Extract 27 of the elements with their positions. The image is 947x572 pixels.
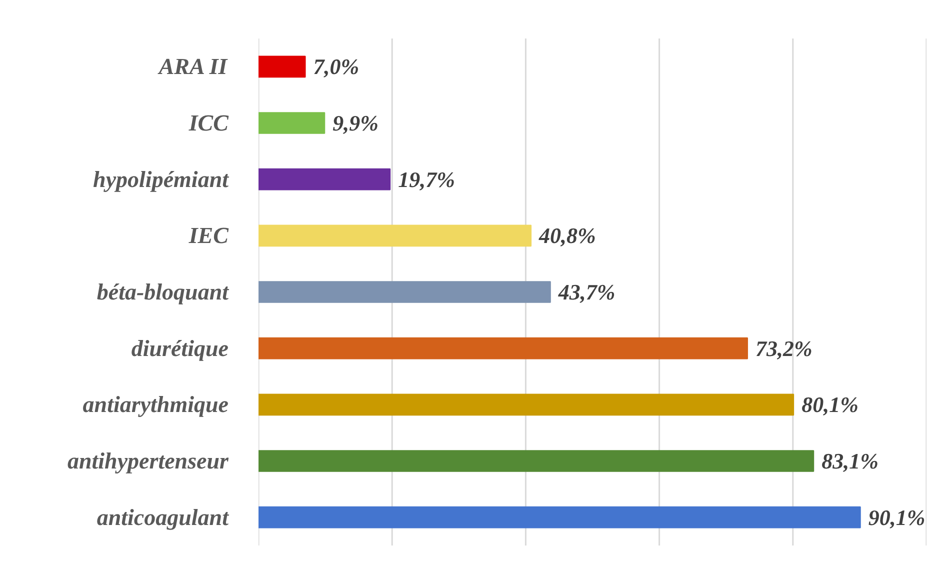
- bar: [258, 450, 814, 472]
- data-label: 90,1%: [868, 504, 926, 530]
- y-tick-label: antiarythmique: [82, 392, 229, 418]
- bar: [258, 281, 551, 303]
- y-tick-label: antihypertenseur: [67, 448, 230, 474]
- bar: [258, 224, 532, 247]
- data-label: 9,9%: [332, 110, 378, 136]
- y-tick-label: anticoagulant: [96, 504, 230, 530]
- data-label: 19,7%: [398, 166, 455, 192]
- bar: [258, 394, 794, 416]
- y-tick-label: ARA II: [156, 54, 228, 80]
- bar: [258, 337, 748, 360]
- data-label: 73,2%: [755, 336, 812, 361]
- bar: [258, 506, 861, 528]
- bar: [258, 112, 326, 134]
- bar: [258, 168, 391, 190]
- y-tick-label: diurétique: [131, 336, 229, 361]
- y-tick-label: ICC: [188, 110, 230, 136]
- data-label: 83,1%: [822, 448, 878, 474]
- data-label: 7,0%: [313, 54, 360, 80]
- y-tick-label: IEC: [188, 223, 230, 248]
- bar: [258, 56, 306, 78]
- y-tick-label: béta-bloquant: [96, 280, 230, 304]
- data-label: 43,7%: [557, 280, 616, 304]
- data-label: 80,1%: [802, 392, 858, 418]
- y-tick-label: hypolipémiant: [93, 166, 230, 192]
- data-label: 40,8%: [538, 223, 596, 248]
